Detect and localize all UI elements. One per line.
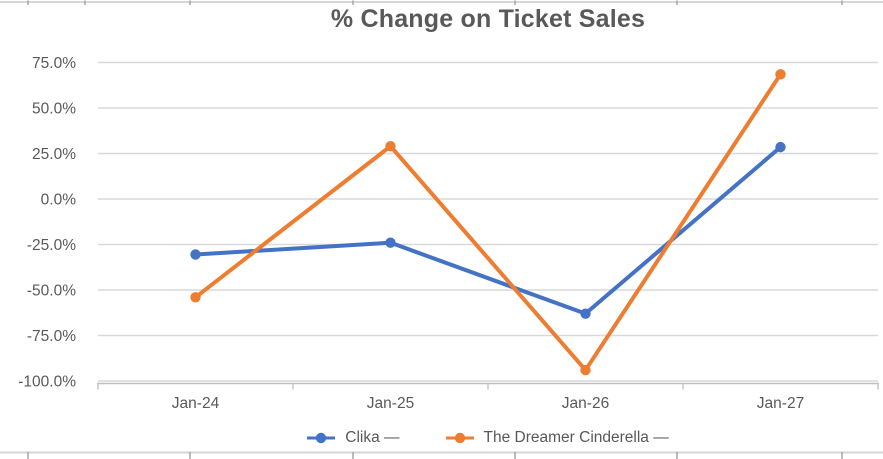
chart-legend: Clika — The Dreamer Cinderella — xyxy=(98,427,878,449)
y-axis-labels: 75.0% 50.0% 25.0% 0.0% -25.0% -50.0% -75.0% -10… xyxy=(18,55,76,391)
legend-label: The Dreamer Cinderella — xyxy=(483,429,669,446)
svg-text:25.0%: 25.0% xyxy=(32,146,76,163)
x-axis xyxy=(97,382,879,390)
data-point[interactable] xyxy=(190,249,201,260)
data-point[interactable] xyxy=(775,69,786,80)
legend-item-the-dreamer-cinderella[interactable]: The Dreamer Cinderella — xyxy=(445,429,669,447)
svg-text:Jan-24: Jan-24 xyxy=(172,395,220,412)
data-point[interactable] xyxy=(385,237,396,248)
series-line xyxy=(193,72,783,373)
x-axis-labels: Jan-24 Jan-25 Jan-26 Jan-27 xyxy=(172,395,804,412)
svg-text:-100.0%: -100.0% xyxy=(18,374,76,391)
svg-text:0.0%: 0.0% xyxy=(41,192,77,209)
svg-text:50.0%: 50.0% xyxy=(32,101,76,118)
legend-label: Clika — xyxy=(345,429,400,446)
data-point[interactable] xyxy=(580,308,591,319)
data-point[interactable] xyxy=(580,364,591,376)
legend-item-clika[interactable]: Clika — xyxy=(307,429,400,447)
svg-text:Jan-27: Jan-27 xyxy=(757,395,804,412)
gridlines xyxy=(98,61,878,382)
line-marker-icon xyxy=(307,432,336,444)
series-the-dreamer-cinderella[interactable] xyxy=(190,69,786,376)
svg-text:Jan-26: Jan-26 xyxy=(562,395,609,412)
data-point[interactable] xyxy=(190,292,201,303)
svg-text:Jan-25: Jan-25 xyxy=(367,395,414,412)
data-point[interactable] xyxy=(385,141,396,152)
series-line xyxy=(193,145,783,316)
line-marker-icon xyxy=(445,432,474,444)
svg-text:-50.0%: -50.0% xyxy=(27,283,76,300)
svg-text:75.0%: 75.0% xyxy=(32,55,76,72)
svg-text:-75.0%: -75.0% xyxy=(27,328,76,345)
svg-text:-25.0%: -25.0% xyxy=(27,237,76,254)
chart-title: % Change on Ticket Sales xyxy=(330,5,646,33)
series-clika[interactable] xyxy=(190,141,786,319)
data-point[interactable] xyxy=(775,141,786,153)
